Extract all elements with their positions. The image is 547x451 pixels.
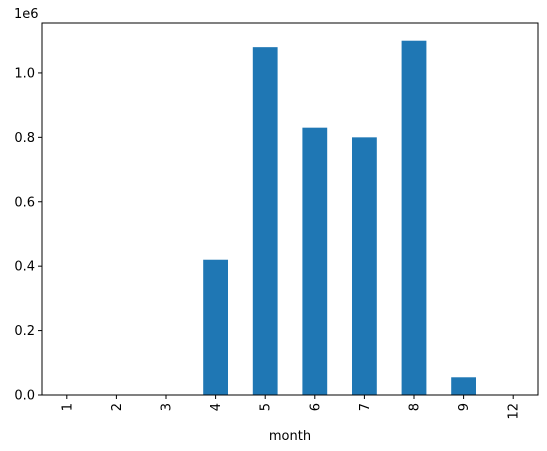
x-tick-label: 7 [358,403,373,411]
x-tick-label: 4 [209,403,224,411]
bar-month-5 [252,47,278,395]
y-tick-label: 0.0 [14,389,35,404]
bar-month-4 [203,259,228,395]
bar-series [203,40,476,396]
x-tick-label: 5 [259,403,274,411]
y-tick-label: 0.4 [14,260,35,275]
x-tick-label: 3 [160,403,175,411]
bar-month-8 [401,40,427,395]
bar-month-6 [302,127,328,395]
y-tick-label: 0.6 [14,195,35,210]
x-tick-label: 6 [308,403,323,411]
x-tick-label: 8 [408,403,423,411]
x-tick-label: 2 [110,403,125,411]
plot-frame [41,22,539,396]
bar-month-7 [352,137,377,396]
y-tick-label: 0.8 [14,131,35,146]
x-tick-label: 12 [507,403,522,420]
x-tick-label: 9 [457,403,472,411]
y-tick-label: 0.2 [14,324,35,339]
y-axis: 0.0 0.2 0.4 0.6 0.8 1.0 [14,66,42,404]
x-tick-label: 1 [60,403,75,411]
x-axis: 1 2 3 4 5 6 7 8 9 12 [60,395,522,420]
y-axis-offset-label: 1e6 [14,7,39,22]
x-axis-label: month [269,429,311,444]
y-tick-label: 1.0 [14,66,35,81]
bar-month-9 [451,377,476,395]
